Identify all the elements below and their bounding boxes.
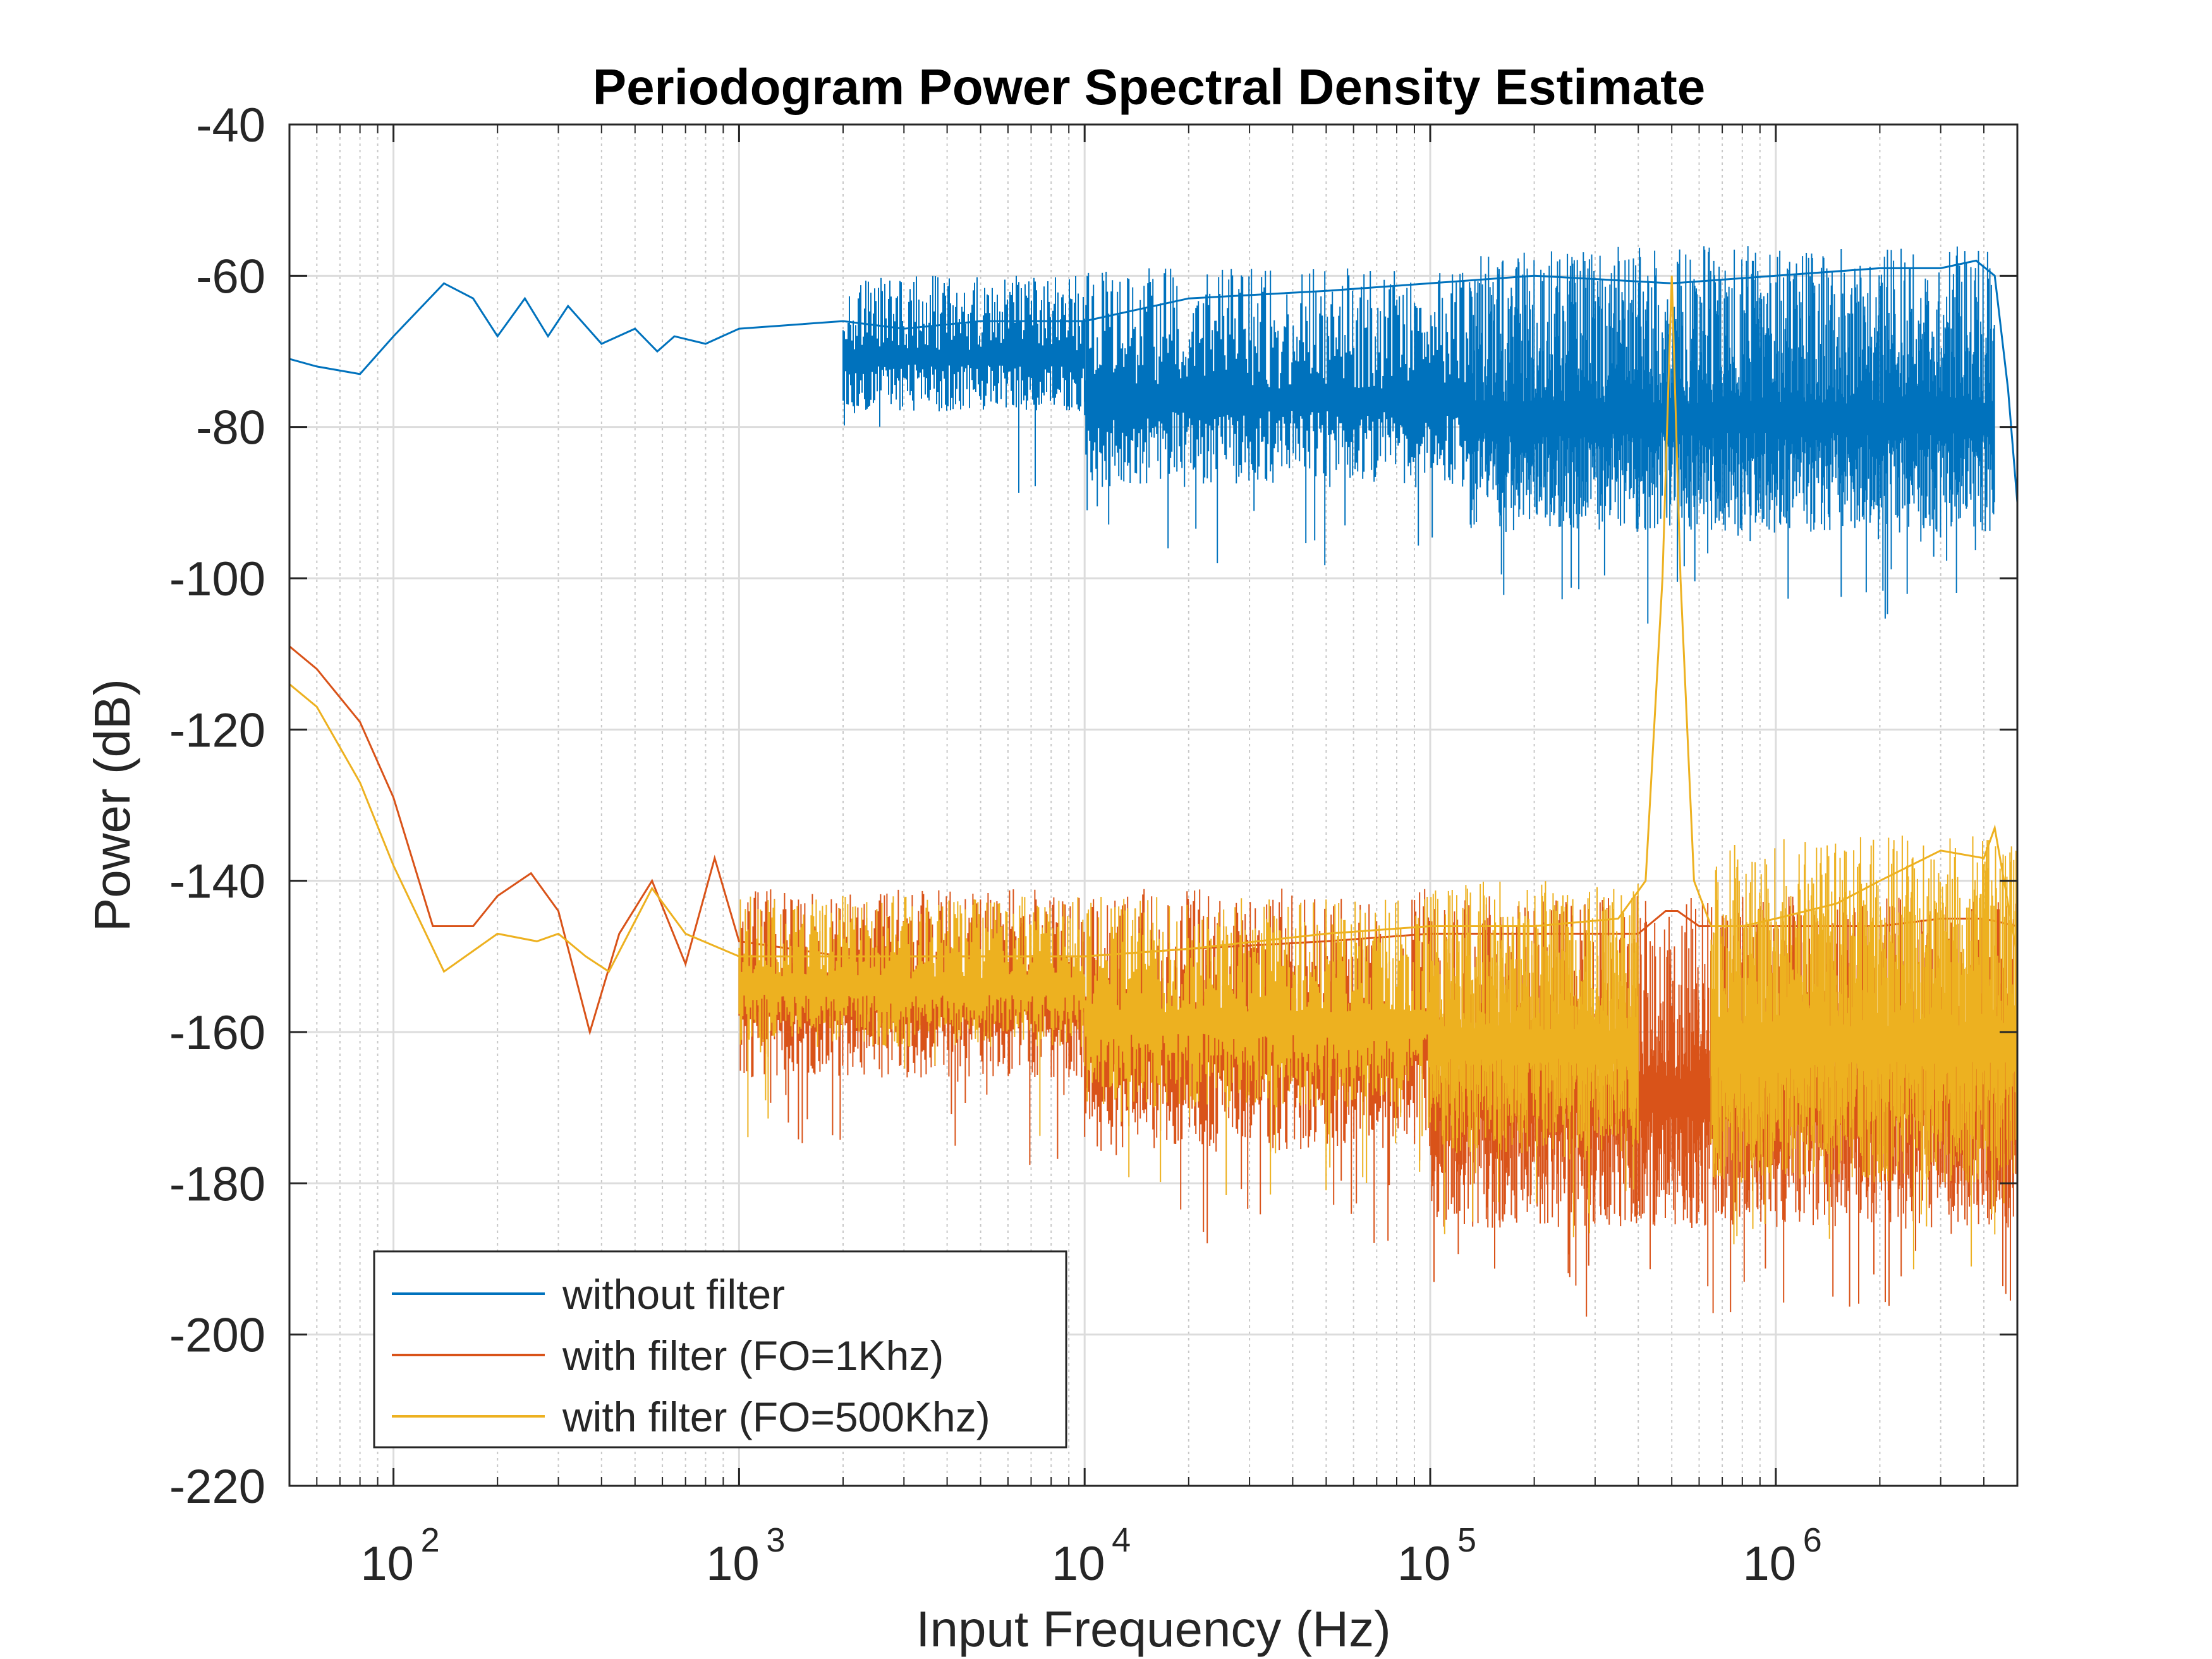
x-tick-label-exponent: 5 [1457, 1521, 1476, 1559]
x-tick-label-exponent: 6 [1803, 1521, 1822, 1559]
x-tick-label: 10 [1397, 1537, 1451, 1591]
noise-band [1084, 897, 1431, 1195]
legend-item[interactable]: with filter (FO=1Khz) [392, 1332, 944, 1379]
series-line [289, 259, 2017, 503]
legend-item[interactable]: without filter [392, 1271, 785, 1318]
y-tick-label: -200 [169, 1309, 265, 1363]
chart-title: Periodogram Power Spectral Density Estim… [593, 59, 1706, 115]
series-line [289, 276, 2017, 973]
noise-band [1430, 881, 1639, 1237]
y-tick-label: -40 [196, 99, 265, 152]
y-tick-label: -60 [196, 250, 265, 303]
y-axis-label: Power (dB) [84, 679, 140, 932]
y-tick-label: -100 [169, 552, 265, 606]
y-tick-label: -180 [169, 1157, 265, 1211]
legend-items: without filter with filter (FO=1Khz) with … [392, 1271, 990, 1440]
noise-band [738, 896, 1085, 1138]
noise-band [1710, 836, 2017, 1270]
x-tick-label: 10 [360, 1537, 414, 1591]
y-tick-label: -160 [169, 1006, 265, 1060]
x-tick-label-exponent: 3 [766, 1521, 785, 1559]
x-axis-label: Input Frequency (Hz) [916, 1601, 1390, 1657]
y-tick-label: -80 [196, 401, 265, 455]
legend[interactable]: without filter with filter (FO=1Khz) with … [373, 1250, 1067, 1449]
x-tick-label-exponent: 4 [1112, 1521, 1131, 1559]
tick-marks [289, 123, 2018, 1487]
axes-box [288, 123, 2019, 1487]
legend-label: with filter (FO=500Khz) [562, 1394, 990, 1440]
x-tick-label: 10 [1052, 1537, 1105, 1591]
series-3 [289, 276, 2017, 1270]
noise-band [842, 276, 1085, 493]
y-tick-label: -140 [169, 855, 265, 909]
legend-item[interactable]: with filter (FO=500Khz) [392, 1394, 990, 1440]
series-1 [289, 246, 2017, 624]
legend-label: with filter (FO=1Khz) [562, 1332, 944, 1379]
legend-box [373, 1250, 1067, 1449]
y-tick-label: -120 [169, 703, 265, 757]
series-layer [289, 246, 2017, 1317]
noise-band [1084, 268, 1470, 566]
y-tick-labels: -40 -60 -80 -100 -120 -140 -160 -180 -200 -220 [169, 99, 265, 1514]
y-tick-label: -220 [169, 1460, 265, 1514]
x-tick-label: 10 [1743, 1537, 1797, 1591]
x-tick-label-exponent: 2 [421, 1521, 440, 1559]
x-tick-labels: 10 2 10 3 10 4 10 5 10 6 [360, 1521, 1821, 1591]
noise-band [1469, 246, 1995, 624]
x-tick-label: 10 [706, 1537, 760, 1591]
legend-label: without filter [562, 1271, 785, 1318]
